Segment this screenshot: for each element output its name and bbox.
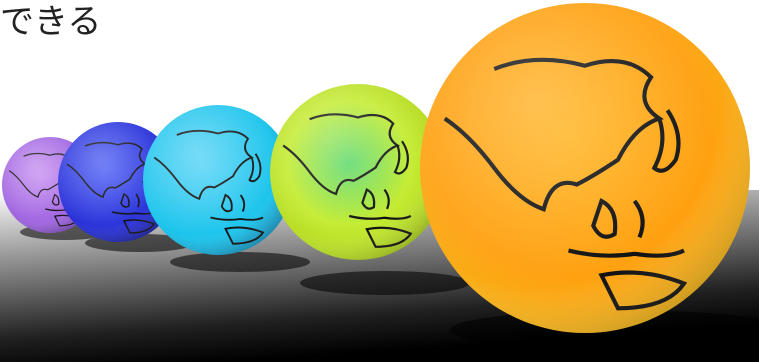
globe-cyan [143, 105, 293, 255]
globe-green [270, 84, 446, 260]
globe-blue [58, 122, 178, 242]
caption: できる [0, 2, 102, 42]
globe-orange [420, 3, 750, 333]
